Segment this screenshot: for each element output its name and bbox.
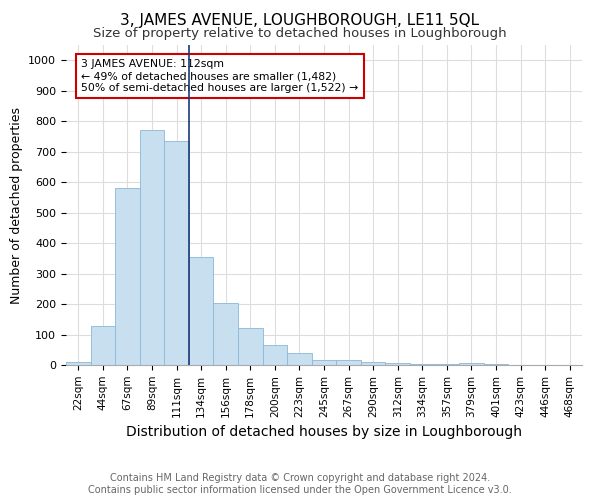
Bar (361, 362, 385, 365)
Bar (484, 364, 508, 365)
Bar (263, 345, 287, 365)
Bar (434, 364, 459, 365)
Bar (312, 360, 336, 365)
Bar (385, 364, 410, 365)
Bar (459, 362, 484, 365)
Text: 3, JAMES AVENUE, LOUGHBOROUGH, LE11 5QL: 3, JAMES AVENUE, LOUGHBOROUGH, LE11 5QL (121, 12, 479, 28)
Bar (164, 141, 189, 365)
Bar (91, 326, 115, 365)
Text: Size of property relative to detached houses in Loughborough: Size of property relative to detached ho… (93, 28, 507, 40)
Bar (238, 328, 263, 365)
Text: 3 JAMES AVENUE: 112sqm
← 49% of detached houses are smaller (1,482)
50% of semi-: 3 JAMES AVENUE: 112sqm ← 49% of detached… (82, 60, 359, 92)
Bar (336, 360, 361, 365)
Y-axis label: Number of detached properties: Number of detached properties (10, 106, 23, 304)
Bar (287, 354, 312, 365)
Text: Contains HM Land Registry data © Crown copyright and database right 2024.
Contai: Contains HM Land Registry data © Crown c… (88, 474, 512, 495)
Bar (214, 302, 238, 365)
Bar (410, 364, 434, 365)
X-axis label: Distribution of detached houses by size in Loughborough: Distribution of detached houses by size … (126, 425, 522, 439)
Bar (189, 257, 214, 365)
Bar (140, 130, 164, 365)
Bar (66, 362, 91, 365)
Bar (115, 188, 140, 365)
